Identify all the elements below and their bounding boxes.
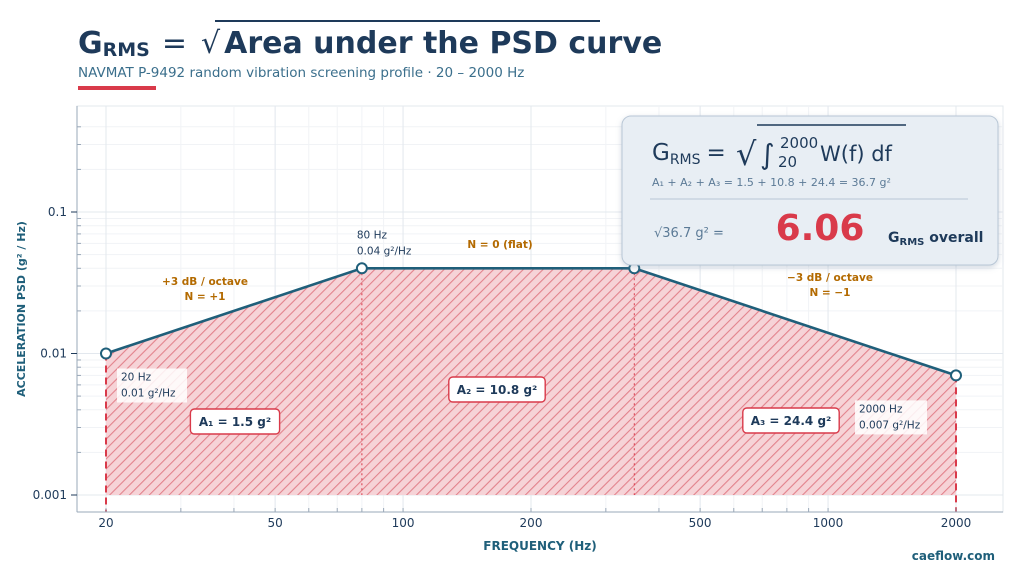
tick-layer: 20 50 100 200 500 1000 2000 0.001 0.01 0.1 (33, 126, 972, 530)
psd-breakpoint (355, 262, 368, 275)
point-label-bg (117, 368, 187, 403)
x-tick-label: 1000 (813, 516, 844, 530)
psd-breakpoint (100, 347, 112, 360)
formula-eq: = (707, 140, 726, 166)
formula-root: √ (736, 135, 757, 173)
svg-text:GRMS=√Area under the PSD curve: GRMS = √ Area under the PSD curve (78, 26, 662, 61)
slope-label: N = 0 (flat) (467, 239, 532, 251)
x-tick-label: 20 (98, 516, 113, 530)
result-label-rest: overall (924, 230, 983, 246)
slope-label: −3 dB / octave (787, 272, 873, 284)
formula-integrand: W(f) df (820, 142, 893, 166)
formula-g: G (652, 140, 670, 166)
result-expression: √36.7 g² = (654, 226, 724, 241)
point-label-freq: 80 Hz (357, 229, 388, 241)
subtitle: NAVMAT P-9492 random vibration screening… (78, 65, 524, 81)
y-tick-label: 0.001 (33, 488, 67, 502)
point-label-freq: 2000 Hz (859, 403, 903, 415)
x-tick-label: 500 (689, 516, 712, 530)
plot-layer: 20 Hz 0.01 g²/Hz 80 Hz 0.04 g²/Hz 2000 Hz 0.0… (100, 229, 962, 512)
title-g: G (78, 26, 103, 61)
title-equals: = (162, 26, 187, 61)
formula-g-sub: RMS (670, 152, 701, 168)
x-axis-label: FREQUENCY (Hz) (483, 539, 597, 553)
x-tick-label: 100 (392, 516, 415, 530)
svg-text:GRMS overall: GRMS overall (888, 230, 983, 248)
area-label: A₃ = 24.4 g² (751, 414, 832, 428)
point-label-psd: 0.01 g²/Hz (121, 388, 176, 400)
area-label-box (742, 407, 840, 434)
area-label-box (189, 408, 281, 435)
formula-upper: 2000 (780, 134, 818, 152)
slope-label: N = −1 (809, 287, 850, 299)
result-value: 6.06 (776, 208, 865, 249)
y-tick-label: 0.1 (48, 205, 67, 219)
y-tick-label: 0.01 (40, 347, 67, 361)
x-tick-label: 2000 (941, 516, 972, 530)
psd-series-line (105, 267, 957, 377)
slope-label: +3 dB / octave (162, 276, 248, 288)
formula-sum: A₁ + A₂ + A₃ = 1.5 + 10.8 + 24.4 = 36.7 … (652, 176, 891, 189)
title-root: √ (201, 26, 221, 61)
footer-credit: caeflow.com (912, 549, 995, 563)
x-tick-label: 200 (520, 516, 543, 530)
formula-integral: ∫ (760, 138, 775, 171)
point-label-psd: 0.04 g²/Hz (357, 245, 412, 257)
x-tick-label: 50 (267, 516, 282, 530)
title-accent-bar (78, 86, 156, 90)
area-label: A₂ = 10.8 g² (457, 383, 538, 397)
area-label-box (448, 376, 546, 403)
title-sub: RMS (103, 39, 150, 61)
formula-content: GRMS = √ ∫ 2000 20 W(f) df A₁ + A₂ + A₃ =… (650, 124, 983, 249)
psd-breakpoint (950, 369, 962, 382)
svg-text:GRMS=: GRMS = (652, 140, 726, 168)
result-label-g: G (888, 230, 900, 246)
formula-lower: 20 (778, 153, 797, 171)
point-label-freq: 20 Hz (121, 372, 152, 384)
point-label-bg (855, 400, 927, 435)
title: GRMS = √ Area under the PSD curve (78, 20, 662, 61)
result-label-sub: RMS (900, 237, 925, 248)
y-axis-label: ACCELERATION PSD (g² / Hz) (15, 221, 28, 397)
point-label-psd: 0.007 g²/Hz (859, 419, 921, 431)
title-expr: Area under the PSD curve (224, 26, 662, 61)
slope-label: N = +1 (184, 291, 225, 303)
area-label: A₁ = 1.5 g² (199, 415, 271, 429)
formula-box (621, 115, 999, 266)
